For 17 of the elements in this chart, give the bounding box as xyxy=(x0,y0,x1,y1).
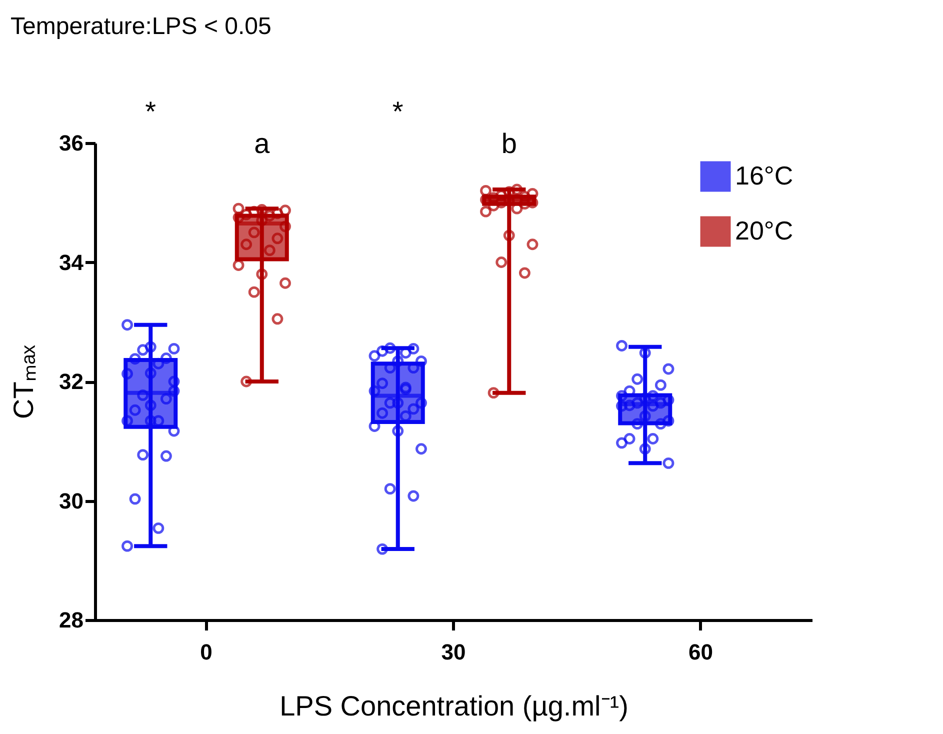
chart-title: Temperature:LPS < 0.05 xyxy=(10,13,272,40)
y-axis-title: CTₘₐₓ xyxy=(8,344,40,419)
y-tick-label: 32 xyxy=(59,369,84,394)
text: * xyxy=(392,96,404,127)
y-tick-label: 36 xyxy=(59,130,84,156)
legend-label: 20°C xyxy=(735,216,794,246)
x-tick-label: 30 xyxy=(441,640,466,664)
y-tick-label: 30 xyxy=(59,488,84,514)
x-tick-label: 60 xyxy=(688,640,713,664)
text: * xyxy=(145,96,156,127)
annotation: b xyxy=(501,128,517,159)
legend-label: 16°C xyxy=(735,160,794,190)
x-axis-title: LPS Concentration (µg.ml⁻¹) xyxy=(280,690,628,722)
annotation: a xyxy=(254,128,270,159)
y-tick-label: 28 xyxy=(59,608,84,632)
y-tick-label: 34 xyxy=(59,250,84,275)
x-tick-label: 0 xyxy=(200,640,212,664)
